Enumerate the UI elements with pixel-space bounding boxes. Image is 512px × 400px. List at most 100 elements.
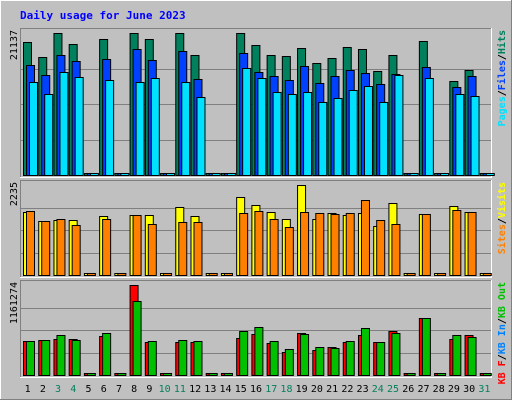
bar-kbytes-kb-out [391, 333, 401, 376]
legend-entry: KB F [497, 360, 508, 384]
x-axis-day-label: 12 [189, 384, 201, 395]
bar-kbytes-kb-out [71, 340, 81, 376]
bar-kbytes-kb-out [284, 349, 294, 376]
bar-visits-sites [86, 273, 96, 276]
bar-kbytes-kb-out [163, 373, 173, 376]
bar-kbytes-kb-out [300, 334, 310, 376]
bar-hits-pages [166, 173, 176, 176]
bar-hits-pages [363, 86, 373, 176]
bar-visits-sites [421, 214, 431, 276]
bar-kbytes-kb-out [360, 328, 370, 376]
y-axis-max-label: 21137 [9, 30, 20, 60]
legend: Pages/Files/Hits [496, 30, 508, 126]
x-axis-day-label: 5 [86, 384, 92, 395]
x-axis-day-label: 17 [265, 384, 277, 395]
bar-hits-pages [379, 102, 389, 176]
legend: Sites/Visits [496, 182, 508, 254]
legend-entry: Visits [496, 182, 508, 218]
bar-hits-pages [287, 94, 297, 176]
legend-entry: Sites [496, 224, 508, 254]
x-axis-day-label: 9 [146, 384, 152, 395]
x-axis-day-label: 18 [280, 384, 292, 395]
x-axis-day-label: 4 [70, 384, 76, 395]
bar-visits-sites [223, 273, 233, 276]
bar-visits-sites [467, 212, 477, 276]
bar-visits-sites [41, 221, 51, 276]
bar-visits-sites [315, 213, 325, 276]
bar-kbytes-kb-out [254, 327, 264, 376]
bar-hits-pages [135, 82, 145, 176]
bar-hits-pages [44, 94, 54, 176]
x-axis-day-label: 21 [326, 384, 338, 395]
bar-kbytes-kb-out [208, 373, 218, 376]
bar-visits-sites [117, 273, 127, 276]
bar-kbytes-kb-out [330, 348, 340, 376]
bar-kbytes-kb-out [223, 373, 233, 376]
x-axis-day-label: 3 [55, 384, 61, 395]
bar-hits-pages [485, 173, 495, 176]
bar-hits-pages [181, 82, 191, 176]
x-axis-day-label: 29 [448, 384, 460, 395]
bar-kbytes-kb-out [421, 318, 431, 376]
legend-separator: / [497, 218, 508, 224]
x-axis-day-label: 2 [40, 384, 46, 395]
bar-hits-pages [424, 78, 434, 176]
bar-visits-sites [132, 215, 142, 276]
bar-hits-pages [74, 77, 84, 176]
x-axis-day-label: 7 [116, 384, 122, 395]
bar-kbytes-kb-out [437, 373, 447, 376]
bar-visits-sites [178, 222, 188, 276]
bar-kbytes-kb-out [117, 373, 127, 376]
bar-hits-pages [409, 173, 419, 176]
legend-entry: Files [496, 60, 508, 90]
bar-visits-sites [163, 273, 173, 276]
bar-kbytes-kb-out [239, 331, 249, 376]
x-axis-day-label: 15 [235, 384, 247, 395]
x-axis-day-label: 20 [311, 384, 323, 395]
x-axis-day-label: 27 [417, 384, 429, 395]
bar-hits-pages [150, 78, 160, 176]
bar-hits-pages [211, 173, 221, 176]
bar-kbytes-kb-out [345, 341, 355, 376]
x-axis-day-label: 11 [174, 384, 186, 395]
x-axis-day-label: 22 [341, 384, 353, 395]
bar-kbytes-kb-out [482, 373, 492, 376]
bar-visits-sites [193, 222, 203, 276]
bar-hits-pages [303, 92, 313, 176]
legend-entry: Pages [497, 96, 508, 126]
bar-visits-sites [71, 225, 81, 276]
legend-entry: Hits [496, 30, 508, 54]
x-axis-day-label: 30 [463, 384, 475, 395]
x-axis-day-label: 28 [433, 384, 445, 395]
x-axis-day-label: 26 [402, 384, 414, 395]
legend-entry: KB In [497, 324, 508, 354]
bar-kbytes-kb-out [56, 335, 66, 376]
bar-visits-sites [376, 220, 386, 276]
bar-visits-sites [391, 224, 401, 276]
x-axis-day-label: 19 [296, 384, 308, 395]
bar-visits-sites [406, 273, 416, 276]
bar-visits-sites [208, 273, 218, 276]
bar-hits-pages [470, 96, 480, 176]
bar-kbytes-kb-out [178, 340, 188, 376]
bar-kbytes-kb-out [376, 342, 386, 376]
bar-visits-sites [452, 210, 462, 276]
x-axis-day-label: 16 [250, 384, 262, 395]
bar-kbytes-kb-out [147, 341, 157, 376]
bar-kbytes-kb-out [102, 333, 112, 376]
bar-visits-sites [300, 212, 310, 276]
bar-hits-pages [89, 173, 99, 176]
bar-visits-sites [330, 214, 340, 276]
legend: KB F/KB In/KB Out [497, 282, 508, 384]
x-axis-day-label: 23 [357, 384, 369, 395]
legend-separator: / [497, 318, 508, 324]
bar-visits-sites [360, 200, 370, 276]
bar-hits-pages [29, 82, 38, 176]
bar-hits-pages [455, 94, 465, 176]
bar-hits-pages [440, 173, 450, 176]
x-axis-day-label: 8 [131, 384, 137, 395]
bar-visits-sites [482, 273, 492, 276]
x-axis-day-label: 10 [159, 384, 171, 395]
